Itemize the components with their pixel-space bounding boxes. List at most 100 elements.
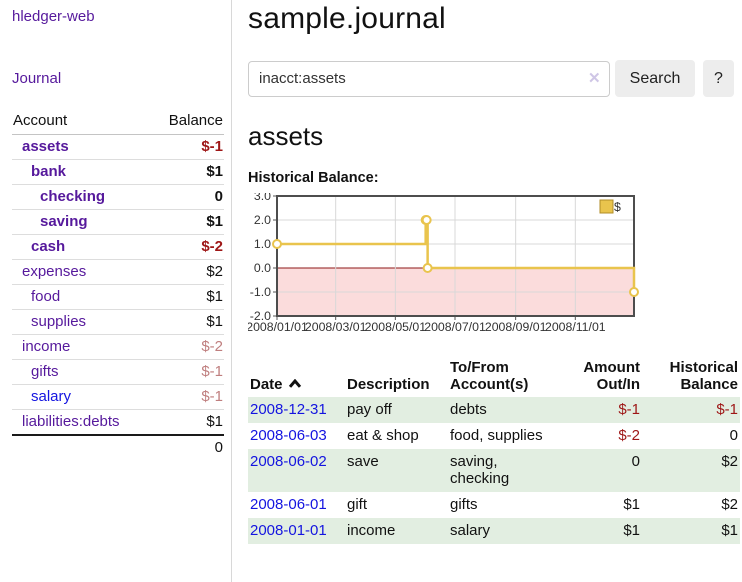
col-description: Description [347, 376, 430, 393]
account-row: liabilities:debts $1 [12, 409, 224, 436]
account-row: income $-2 [12, 334, 224, 360]
transaction-amount: 0 [631, 453, 640, 470]
account-balance: $-1 [151, 359, 224, 385]
search-input[interactable] [248, 60, 610, 97]
account-link-bank[interactable]: bank [31, 163, 67, 180]
app-title-link[interactable]: hledger-web [12, 8, 95, 25]
transaction-amount: $-1 [618, 401, 640, 418]
account-row: checking 0 [12, 184, 224, 210]
transaction-date-link[interactable]: 2008-01-01 [250, 522, 327, 539]
accounts-total-spacer [12, 434, 152, 460]
balance-chart: 3.0 2.0 1.0 0.0 -1.0 -2.02008/01/012008/03/01… [246, 189, 639, 334]
account-balance: $-1 [151, 134, 224, 160]
accounts-col-balance: Balance [151, 108, 224, 135]
svg-text:-1.0: -1.0 [250, 285, 271, 299]
transaction-date-link[interactable]: 2008-06-02 [250, 453, 327, 470]
account-heading: assets [248, 121, 324, 151]
transaction-balance: $1 [721, 522, 738, 539]
transaction-date-link[interactable]: 2008-12-31 [250, 401, 327, 418]
account-link-salary[interactable]: salary [31, 388, 72, 405]
transaction-amount: $1 [623, 496, 640, 513]
account-balance: $-2 [151, 334, 224, 360]
svg-text:2008/11/01: 2008/11/01 [545, 320, 606, 334]
svg-text:0.0: 0.0 [254, 261, 271, 275]
account-row: food $1 [12, 284, 224, 310]
accounts-total-row: 0 [12, 434, 224, 460]
account-balance: $1 [151, 284, 224, 310]
transaction-description: pay off [347, 401, 392, 418]
svg-text:3.0: 3.0 [254, 193, 271, 203]
svg-text:2008/09/01: 2008/09/01 [485, 320, 547, 334]
help-button[interactable]: ? [703, 60, 734, 97]
transaction-balance: $2 [721, 453, 738, 470]
transaction-date-link[interactable]: 2008-06-03 [250, 427, 327, 444]
transaction-date-link[interactable]: 2008-06-01 [250, 496, 327, 513]
account-row: gifts $-1 [12, 359, 224, 385]
transaction-accounts: debts [450, 401, 487, 418]
transaction-accounts: food, supplies [450, 427, 543, 444]
col-balance: Historical Balance [669, 359, 738, 393]
transaction-balance: $2 [721, 496, 738, 513]
legend-swatch [599, 199, 614, 214]
transaction-description: gift [347, 496, 368, 513]
account-link-supplies[interactable]: supplies [31, 313, 87, 330]
register-table: Date Description To/From Account(s) Amou… [248, 357, 740, 544]
transaction-description: eat & shop [347, 427, 419, 444]
account-balance: $-2 [151, 234, 224, 260]
col-amount: Amount Out/In [583, 359, 640, 393]
account-link-checking[interactable]: checking [40, 188, 106, 205]
register-row: 2008-06-03 eat & shop food, supplies $-2 0 [248, 423, 740, 449]
search-form: ✕ Search ? [248, 60, 742, 97]
register-header-row: Date Description To/From Account(s) Amou… [248, 357, 740, 397]
accounts-header-row: Account Balance [12, 108, 224, 135]
col-date[interactable]: Date [248, 357, 345, 397]
account-balance: 0 [151, 184, 224, 210]
transaction-description: income [347, 522, 396, 539]
col-accounts: To/From Account(s) [450, 359, 529, 393]
svg-text:2.0: 2.0 [254, 213, 271, 227]
transaction-accounts: gifts [450, 496, 478, 513]
clear-search-icon[interactable]: ✕ [588, 70, 601, 87]
account-link-income[interactable]: income [22, 338, 71, 355]
transaction-balance: 0 [729, 427, 738, 444]
svg-text:-2.0: -2.0 [250, 309, 271, 323]
account-link-cash[interactable]: cash [31, 238, 66, 255]
account-link-expenses[interactable]: expenses [22, 263, 87, 280]
transaction-description: save [347, 453, 379, 470]
sort-ascending-icon [288, 378, 301, 388]
account-link-assets[interactable]: assets [22, 138, 69, 155]
svg-text:2008/05/01: 2008/05/01 [365, 320, 427, 334]
transaction-accounts: saving, checking [450, 453, 510, 487]
sidebar-item-journal[interactable]: Journal [12, 70, 62, 87]
account-balance: $1 [151, 309, 224, 335]
account-link-saving[interactable]: saving [40, 213, 88, 230]
transaction-amount: $-2 [618, 427, 640, 444]
account-link-gifts[interactable]: gifts [31, 363, 59, 380]
svg-text:1.0: 1.0 [254, 237, 271, 251]
register-tbody: 2008-12-31 pay off debts $-1 $-1 2008-06-03 ea… [248, 397, 740, 544]
register-row: 2008-12-31 pay off debts $-1 $-1 [248, 397, 740, 423]
account-link-liabilities-debts[interactable]: liabilities:debts [22, 413, 120, 430]
account-row: assets $-1 [12, 134, 224, 160]
account-balance: $1 [151, 209, 224, 235]
svg-text:2008/01/01: 2008/01/01 [248, 320, 308, 334]
account-balance: $2 [151, 259, 224, 285]
account-row: expenses $2 [12, 259, 224, 285]
search-button[interactable]: Search [615, 60, 695, 97]
transaction-balance: $-1 [716, 401, 738, 418]
register-row: 2008-06-02 save saving, checking 0 $2 [248, 449, 740, 492]
account-row: cash $-2 [12, 234, 224, 260]
account-balance: $-1 [151, 384, 224, 410]
legend-label: $ [614, 200, 621, 214]
account-link-food[interactable]: food [31, 288, 61, 305]
accounts-col-account: Account [12, 108, 152, 135]
transaction-amount: $1 [623, 522, 640, 539]
accounts-table: Account Balance assets $-1 bank $1 checking 0… [12, 108, 224, 460]
register-row: 2008-01-01 income salary $1 $1 [248, 518, 740, 544]
account-row: salary $-1 [12, 384, 224, 410]
accounts-total-value: 0 [151, 434, 224, 460]
account-balance: $1 [151, 159, 224, 185]
register-row: 2008-06-01 gift gifts $1 $2 [248, 492, 740, 518]
account-row: saving $1 [12, 209, 224, 235]
